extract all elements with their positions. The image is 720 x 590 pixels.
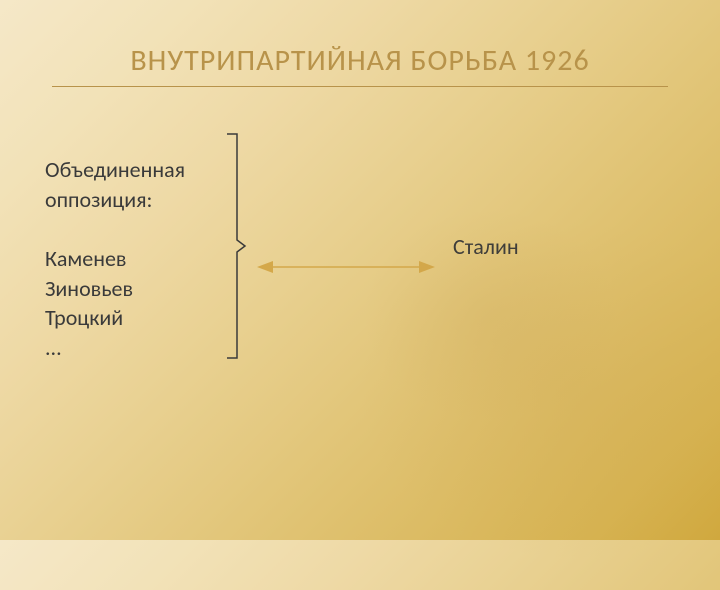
opposition-member-2: Троцкий (45, 303, 185, 333)
double-arrow-icon (255, 258, 437, 276)
opposition-member-1: Зиновьев (45, 274, 185, 304)
bracket-icon (225, 132, 249, 360)
stalin-label: Сталин (453, 233, 519, 260)
opposition-header-line1: Объединенная (45, 155, 185, 185)
opposition-member-3: ... (45, 333, 185, 363)
opposition-member-0: Каменев (45, 244, 185, 274)
title-underline (52, 86, 668, 87)
slide-title: ВНУТРИПАРТИЙНАЯ БОРЬБА 1926 (0, 42, 720, 79)
opposition-group: Объединенная оппозиция: Каменев Зиновьев… (45, 155, 185, 363)
opposition-header-line2: оппозиция: (45, 185, 185, 215)
